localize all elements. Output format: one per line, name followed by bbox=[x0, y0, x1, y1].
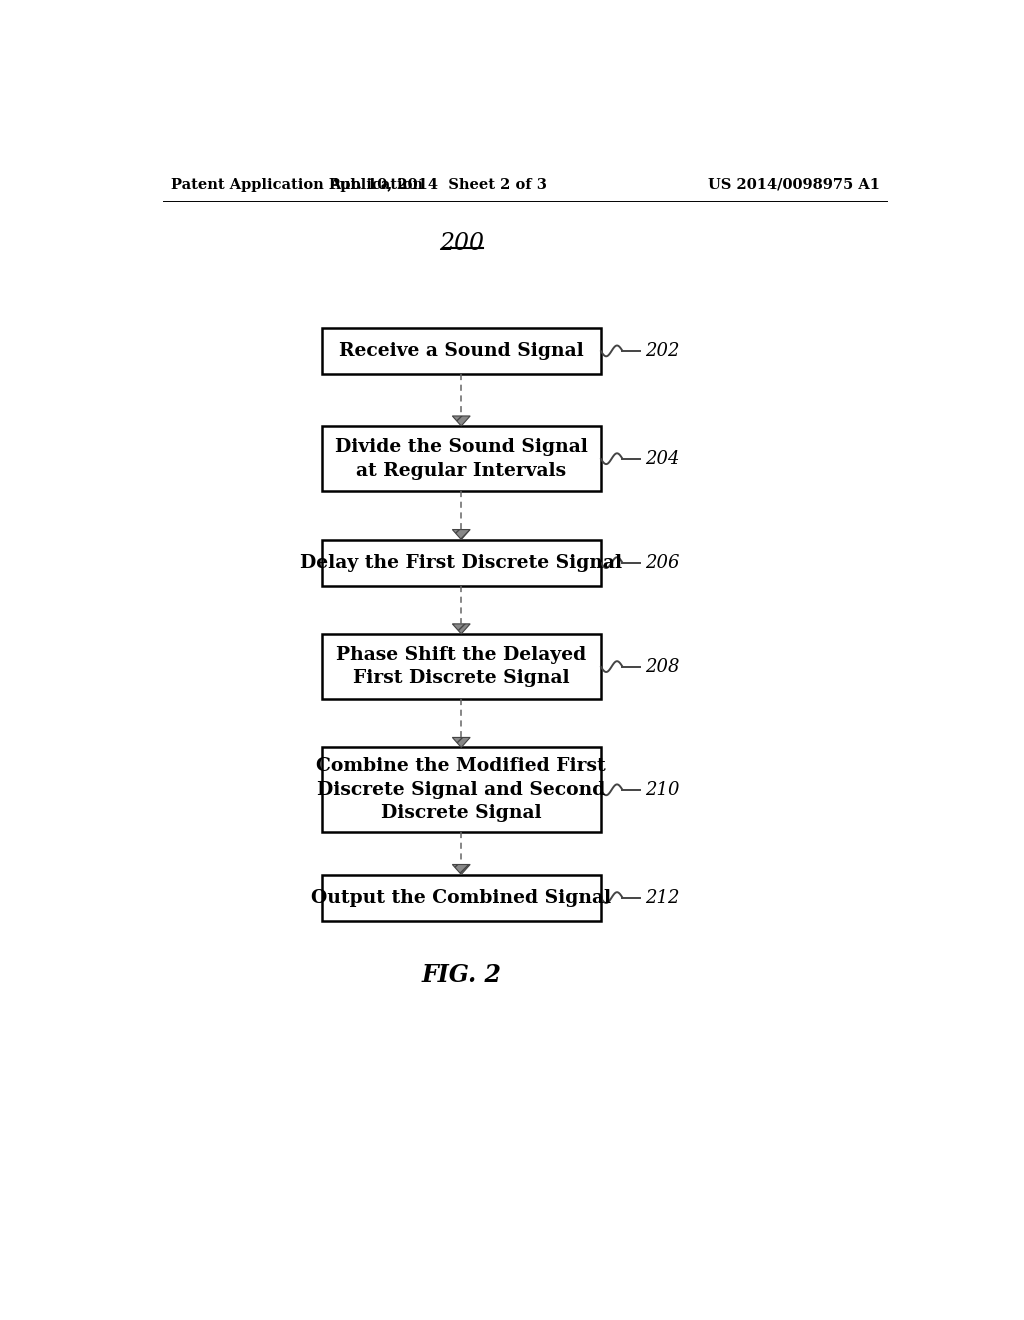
Polygon shape bbox=[453, 416, 470, 426]
Polygon shape bbox=[453, 529, 470, 540]
Text: Combine the Modified First
Discrete Signal and Second
Discrete Signal: Combine the Modified First Discrete Sign… bbox=[316, 758, 606, 822]
Text: Output the Combined Signal: Output the Combined Signal bbox=[311, 888, 611, 907]
Text: 212: 212 bbox=[645, 888, 680, 907]
Text: Receive a Sound Signal: Receive a Sound Signal bbox=[339, 342, 584, 360]
Text: FIG. 2: FIG. 2 bbox=[421, 964, 502, 987]
Polygon shape bbox=[453, 865, 470, 875]
Text: Apr. 10, 2014  Sheet 2 of 3: Apr. 10, 2014 Sheet 2 of 3 bbox=[329, 178, 547, 191]
Text: Delay the First Discrete Signal: Delay the First Discrete Signal bbox=[300, 553, 623, 572]
Text: 206: 206 bbox=[645, 553, 680, 572]
Bar bbox=[322, 747, 601, 832]
Bar bbox=[322, 540, 601, 586]
Polygon shape bbox=[453, 738, 470, 747]
Bar bbox=[322, 426, 601, 491]
Text: 200: 200 bbox=[438, 231, 483, 255]
Text: Phase Shift the Delayed
First Discrete Signal: Phase Shift the Delayed First Discrete S… bbox=[336, 645, 587, 688]
Text: 202: 202 bbox=[645, 342, 680, 360]
Polygon shape bbox=[453, 624, 470, 634]
Text: 204: 204 bbox=[645, 450, 680, 467]
Text: Patent Application Publication: Patent Application Publication bbox=[171, 178, 423, 191]
Text: 208: 208 bbox=[645, 657, 680, 676]
Text: Divide the Sound Signal
at Regular Intervals: Divide the Sound Signal at Regular Inter… bbox=[335, 438, 588, 479]
Bar bbox=[322, 327, 601, 374]
Bar bbox=[322, 634, 601, 700]
Text: 210: 210 bbox=[645, 781, 680, 799]
Text: US 2014/0098975 A1: US 2014/0098975 A1 bbox=[708, 178, 880, 191]
Bar bbox=[322, 875, 601, 921]
